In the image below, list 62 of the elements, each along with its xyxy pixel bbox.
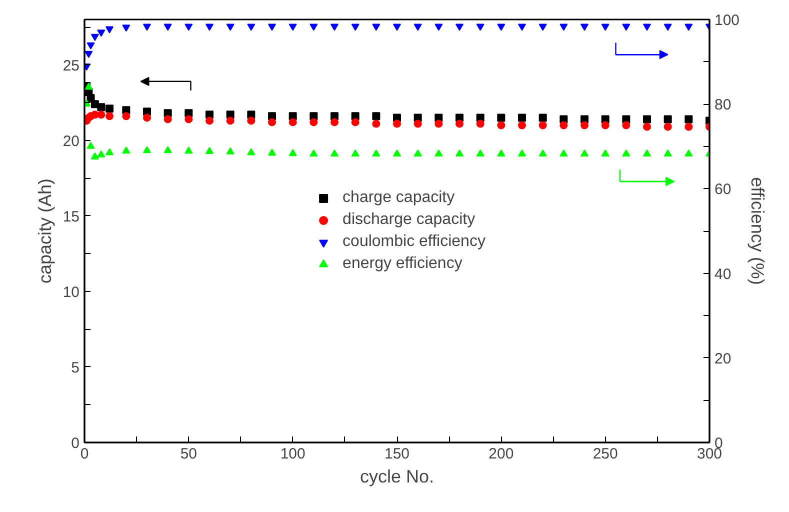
y-tick-label: 0 xyxy=(71,435,80,452)
x-tick-label: 100 xyxy=(280,446,306,462)
x-tick-label: 150 xyxy=(384,446,410,462)
point xyxy=(164,115,172,124)
y2-axis-title: efficiency (%) xyxy=(748,177,768,285)
point xyxy=(414,120,422,128)
point xyxy=(372,112,380,120)
y-tick-label: 15 xyxy=(62,208,80,226)
y2-tick-label: 20 xyxy=(714,350,732,368)
y-axis-title: capacity (Ah) xyxy=(34,178,55,284)
x-tick-label: 50 xyxy=(180,446,198,462)
x-tick-label: 250 xyxy=(592,446,618,462)
y2-tick-label: 80 xyxy=(714,96,732,114)
x-axis-title: cycle No. xyxy=(360,466,434,486)
legend-label: discharge capacity xyxy=(342,210,476,228)
point xyxy=(601,121,610,130)
x-tick-label: 200 xyxy=(488,446,514,462)
point xyxy=(106,104,114,113)
point xyxy=(643,122,651,131)
point xyxy=(247,116,256,125)
point xyxy=(330,118,338,126)
point xyxy=(518,121,526,130)
point xyxy=(664,122,672,131)
point xyxy=(538,114,547,122)
point xyxy=(643,115,651,124)
point xyxy=(664,115,672,124)
y-tick-label: 20 xyxy=(62,132,80,150)
point xyxy=(456,120,464,128)
legend-label: energy efficiency xyxy=(342,254,462,272)
point xyxy=(206,116,214,125)
point xyxy=(580,121,588,130)
y2-tick-label: 40 xyxy=(714,266,732,283)
point xyxy=(622,121,630,130)
point xyxy=(434,120,443,128)
point xyxy=(560,121,568,130)
y-tick-label: 10 xyxy=(62,284,80,301)
point xyxy=(122,112,130,120)
point xyxy=(497,121,506,130)
point xyxy=(538,121,547,130)
point xyxy=(97,103,106,112)
point xyxy=(268,118,276,126)
point xyxy=(476,120,484,128)
y2-tick-label: 100 xyxy=(714,12,740,29)
point xyxy=(226,116,234,125)
point xyxy=(97,110,106,119)
y-tick-label: 5 xyxy=(71,359,80,376)
point xyxy=(372,120,380,128)
legend-label: coulombic efficiency xyxy=(342,232,486,250)
point xyxy=(351,118,360,126)
point xyxy=(288,118,297,126)
point xyxy=(684,122,693,131)
y-tick-label: 25 xyxy=(62,57,80,74)
point xyxy=(143,114,151,122)
point xyxy=(497,114,506,122)
point xyxy=(184,115,193,124)
y2-tick-label: 60 xyxy=(714,181,732,198)
point xyxy=(684,115,693,124)
point xyxy=(106,112,114,120)
point xyxy=(393,120,401,128)
point xyxy=(310,118,318,126)
legend-label: charge capacity xyxy=(342,188,455,206)
point xyxy=(518,114,526,122)
